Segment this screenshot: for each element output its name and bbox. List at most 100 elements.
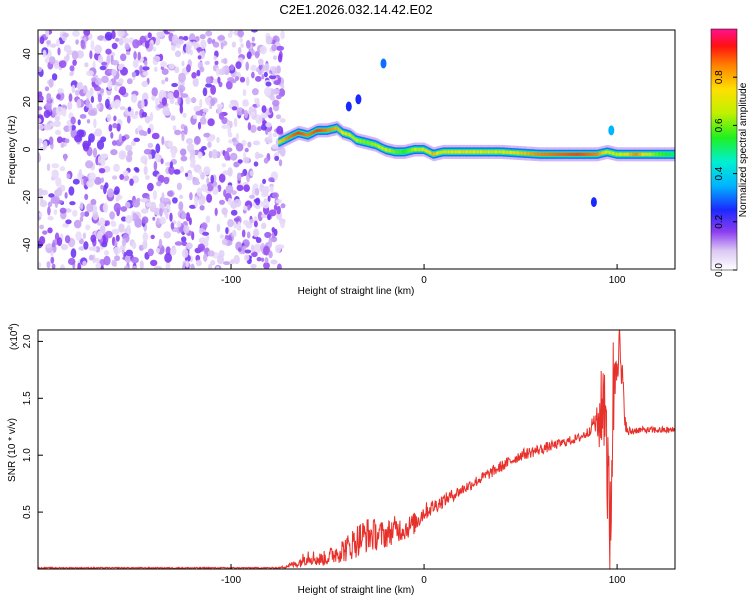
noise-speckle bbox=[142, 232, 148, 242]
noise-speckle bbox=[237, 221, 241, 230]
noise-speckle bbox=[274, 155, 280, 161]
noise-speckle bbox=[227, 167, 233, 177]
ridge-core bbox=[357, 138, 360, 142]
noise-speckle bbox=[275, 244, 281, 253]
ridge-core bbox=[534, 152, 537, 156]
ridge-core bbox=[549, 152, 552, 156]
ridge-core bbox=[372, 142, 375, 146]
noise-speckle bbox=[172, 197, 178, 204]
noise-speckle bbox=[176, 39, 184, 45]
noise-speckle bbox=[100, 184, 104, 190]
noise-speckle bbox=[92, 210, 99, 221]
noise-speckle bbox=[141, 111, 148, 118]
ridge-core bbox=[506, 150, 509, 154]
noise-speckle bbox=[70, 116, 76, 125]
noise-speckle bbox=[147, 127, 151, 135]
noise-speckle bbox=[202, 231, 210, 236]
noise-speckle bbox=[46, 261, 51, 269]
noise-speckle bbox=[229, 30, 233, 36]
noise-speckle bbox=[158, 238, 163, 249]
spectrogram-blip bbox=[345, 101, 352, 112]
noise-speckle bbox=[75, 39, 79, 45]
noise-speckle bbox=[145, 175, 150, 180]
noise-speckle bbox=[117, 64, 123, 71]
noise-speckle bbox=[221, 163, 226, 168]
noise-speckle bbox=[134, 111, 139, 115]
noise-speckle bbox=[280, 220, 285, 229]
ridge-core bbox=[607, 150, 610, 154]
ridge-core bbox=[316, 129, 319, 133]
noise-speckle bbox=[275, 199, 283, 204]
noise-speckle bbox=[66, 173, 71, 179]
noise-speckle bbox=[270, 259, 278, 265]
noise-speckle bbox=[141, 216, 149, 224]
noise-speckle bbox=[226, 147, 233, 153]
noise-speckle bbox=[190, 97, 197, 103]
noise-speckle bbox=[113, 202, 121, 213]
noise-speckle bbox=[156, 217, 161, 225]
noise-speckle bbox=[88, 172, 97, 182]
snr-series-line bbox=[38, 330, 675, 569]
noise-speckle bbox=[181, 236, 187, 243]
ridge-core bbox=[404, 150, 407, 154]
noise-speckle bbox=[123, 175, 130, 181]
noise-speckle bbox=[101, 241, 108, 248]
noise-speckle bbox=[47, 216, 54, 221]
noise-speckle bbox=[111, 259, 116, 267]
noise-speckle bbox=[106, 113, 112, 122]
noise-speckle bbox=[271, 144, 279, 150]
noise-speckle bbox=[130, 93, 138, 103]
noise-speckle bbox=[253, 243, 262, 254]
noise-speckle bbox=[59, 207, 67, 214]
noise-speckle bbox=[251, 71, 255, 79]
ridge-core bbox=[348, 133, 352, 137]
noise-speckle bbox=[225, 184, 234, 194]
spectrogram-x-tick-label: 0 bbox=[421, 275, 427, 286]
ridge-core bbox=[647, 152, 650, 156]
noise-speckle bbox=[256, 257, 262, 262]
noise-speckle bbox=[262, 199, 270, 209]
noise-speckle bbox=[125, 154, 133, 163]
noise-speckle bbox=[227, 197, 232, 205]
noise-speckle bbox=[38, 142, 42, 147]
noise-speckle bbox=[111, 228, 120, 235]
ridge-core bbox=[565, 152, 568, 156]
noise-speckle bbox=[120, 206, 128, 212]
ridge-core bbox=[366, 141, 369, 145]
ridge-core bbox=[613, 151, 616, 156]
noise-speckle bbox=[201, 146, 207, 151]
ridge-core bbox=[626, 152, 630, 156]
noise-speckle bbox=[110, 132, 114, 139]
noise-speckle bbox=[181, 241, 188, 247]
ridge-core bbox=[446, 150, 449, 154]
noise-speckle bbox=[214, 60, 219, 65]
noise-speckle bbox=[247, 141, 252, 148]
noise-speckle bbox=[88, 254, 94, 261]
ridge-core bbox=[597, 152, 601, 156]
noise-speckle bbox=[46, 93, 52, 101]
ridge-core bbox=[318, 128, 321, 132]
noise-speckle bbox=[186, 242, 193, 250]
colorbar-tick-label: 0.6 bbox=[714, 118, 725, 132]
noise-speckle bbox=[155, 143, 161, 154]
noise-speckle bbox=[165, 261, 171, 269]
noise-speckle bbox=[131, 256, 139, 264]
noise-speckle bbox=[171, 44, 176, 52]
noise-speckle bbox=[217, 35, 226, 41]
noise-speckle bbox=[44, 86, 50, 92]
ridge-core bbox=[330, 127, 333, 131]
colorbar: 0.0 0.2 0.4 0.6 0.8 Normalized spectral ampl… bbox=[710, 28, 749, 277]
noise-speckle bbox=[95, 262, 102, 269]
ridge-core bbox=[602, 151, 605, 155]
noise-speckle bbox=[124, 201, 131, 209]
noise-speckle bbox=[118, 78, 124, 85]
ridge-core bbox=[603, 151, 606, 155]
ridge-core bbox=[493, 150, 496, 154]
noise-speckle bbox=[254, 188, 260, 196]
noise-speckle bbox=[257, 58, 264, 66]
noise-speckle bbox=[78, 169, 82, 177]
noise-speckle bbox=[237, 47, 242, 55]
noise-speckle bbox=[126, 224, 131, 235]
ridge-core bbox=[536, 152, 539, 156]
noise-speckle bbox=[151, 132, 160, 140]
